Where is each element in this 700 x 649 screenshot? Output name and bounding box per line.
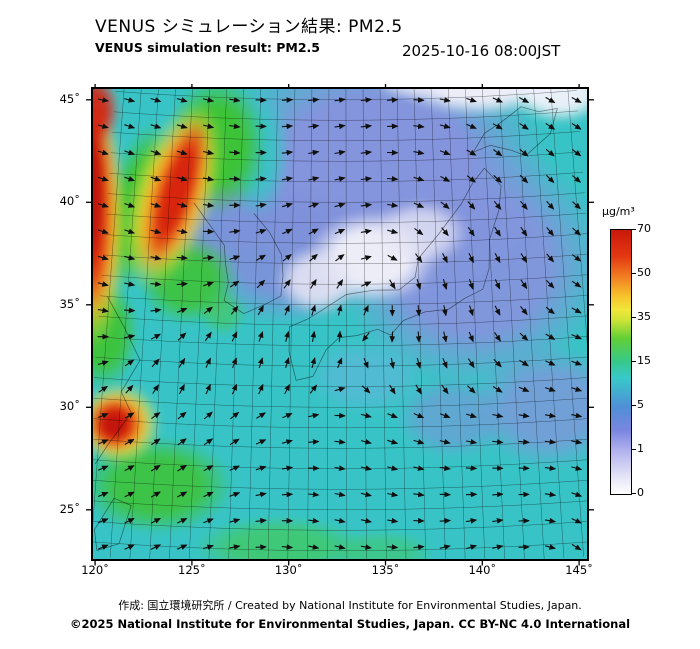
colorbar: [610, 229, 632, 495]
map-border: [91, 87, 589, 561]
graticule: [92, 88, 588, 560]
colorbar-tick-label: 15: [637, 354, 651, 367]
lon-tick-label: 145˚: [565, 563, 593, 577]
lon-tick-label: 135˚: [371, 563, 400, 577]
pm25-map: [86, 84, 594, 566]
credit-line: 作成: 国立環境研究所 / Created by National Instit…: [118, 599, 582, 612]
colorbar-tick-mark: [631, 361, 636, 362]
colorbar-tick-mark: [631, 449, 636, 450]
colorbar-tick-label: 0: [637, 486, 644, 499]
lon-tick-label: 140˚: [468, 563, 497, 577]
lon-tick-label: 120˚: [81, 563, 109, 577]
colorbar-tick-mark: [631, 493, 636, 494]
page-title-en: VENUS simulation result: PM2.5: [95, 40, 320, 55]
colorbar-tick-label: 35: [637, 310, 651, 323]
colorbar-tick-mark: [631, 405, 636, 406]
colorbar-tick-label: 5: [637, 398, 644, 411]
datetime-label: 2025-10-16 08:00JST: [402, 42, 561, 60]
lon-tick-label: 125˚: [178, 563, 206, 577]
colorbar-tick-label: 50: [637, 266, 651, 279]
lat-tick-label: 25˚: [59, 501, 80, 516]
colorbar-tick-mark: [631, 273, 636, 274]
colorbar-tick-label: 1: [637, 442, 644, 455]
colorbar-tick-mark: [631, 317, 636, 318]
colorbar-tick-label: 70: [637, 222, 651, 235]
license-line: ©2025 National Institute for Environment…: [69, 617, 631, 631]
colorbar-unit-label: µg/m³: [602, 205, 635, 218]
wind-arrows: [97, 96, 583, 551]
page-title-ja: VENUS シミュレーション結果: PM2.5: [95, 17, 403, 37]
colorbar-tick-mark: [631, 229, 636, 230]
lat-tick-label: 35˚: [59, 296, 80, 311]
lat-tick-label: 40˚: [59, 194, 80, 209]
lon-tick-label: 130˚: [274, 563, 303, 577]
lat-tick-label: 45˚: [59, 91, 80, 106]
lat-tick-label: 30˚: [59, 399, 80, 414]
